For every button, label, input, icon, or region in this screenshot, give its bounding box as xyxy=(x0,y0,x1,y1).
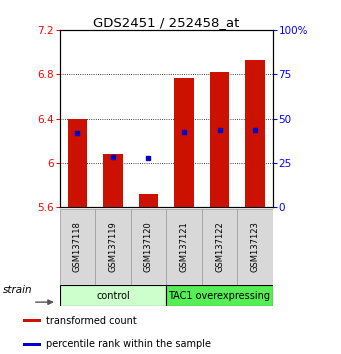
Bar xyxy=(202,209,237,285)
Bar xyxy=(166,209,202,285)
Bar xyxy=(23,319,41,322)
Bar xyxy=(23,343,41,346)
Bar xyxy=(68,119,87,207)
Text: GSM137121: GSM137121 xyxy=(179,222,189,272)
Bar xyxy=(166,285,273,306)
Text: transformed count: transformed count xyxy=(46,316,136,326)
Bar xyxy=(131,209,166,285)
Bar xyxy=(103,154,123,207)
Text: strain: strain xyxy=(3,285,33,295)
Text: TAC1 overexpressing: TAC1 overexpressing xyxy=(168,291,270,301)
Text: GSM137123: GSM137123 xyxy=(251,222,260,272)
Bar xyxy=(237,209,273,285)
Bar xyxy=(139,194,158,207)
Bar xyxy=(174,78,194,207)
Bar xyxy=(60,209,95,285)
Bar xyxy=(210,72,229,207)
Text: control: control xyxy=(96,291,130,301)
Title: GDS2451 / 252458_at: GDS2451 / 252458_at xyxy=(93,16,239,29)
Bar xyxy=(245,60,265,207)
Bar xyxy=(95,209,131,285)
Text: GSM137120: GSM137120 xyxy=(144,222,153,272)
Bar xyxy=(60,285,166,306)
Text: percentile rank within the sample: percentile rank within the sample xyxy=(46,339,211,349)
Text: GSM137122: GSM137122 xyxy=(215,222,224,272)
Text: GSM137119: GSM137119 xyxy=(108,222,117,272)
Text: GSM137118: GSM137118 xyxy=(73,222,82,272)
